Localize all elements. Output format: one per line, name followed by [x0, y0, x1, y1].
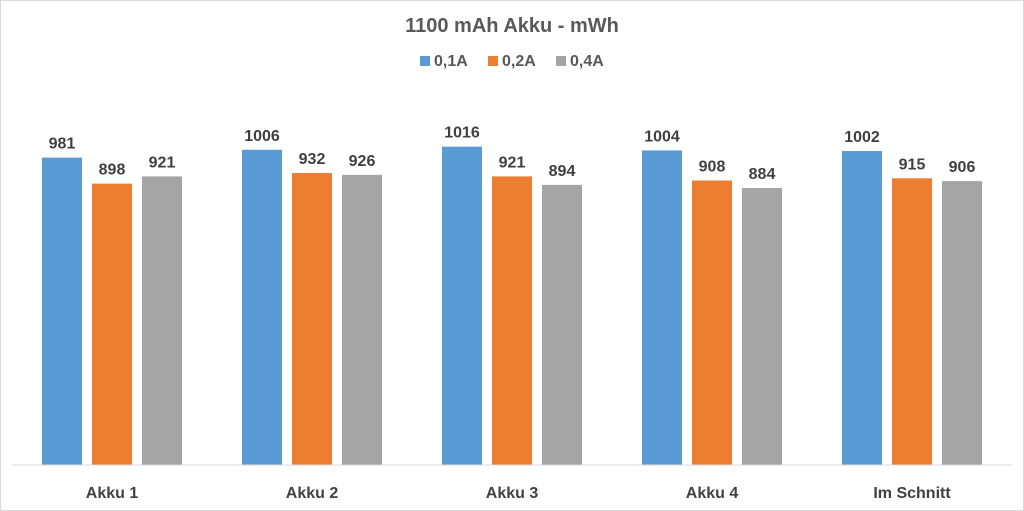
- legend-swatch: [488, 56, 498, 66]
- data-label: 898: [99, 162, 126, 179]
- data-label: 921: [499, 154, 526, 171]
- bar: [92, 183, 132, 466]
- legend-label: 0,4A: [570, 53, 604, 70]
- bars: 981 898 921 1006 932 926 1016 921 894 1004 908 884 1…: [42, 125, 982, 466]
- data-label: 926: [349, 153, 376, 170]
- x-tick-label: Akku 2: [286, 485, 339, 502]
- x-tick-label: Im Schnitt: [873, 485, 951, 502]
- data-label: 1006: [244, 128, 280, 145]
- bar: [42, 157, 82, 465]
- bar: [742, 188, 782, 465]
- data-label: 1002: [844, 129, 880, 146]
- bar: [642, 150, 682, 465]
- bar: [142, 176, 182, 466]
- bar: [492, 176, 532, 466]
- data-label: 1016: [444, 125, 480, 142]
- bar: [292, 172, 332, 465]
- data-label: 932: [299, 151, 326, 168]
- bar: [692, 180, 732, 465]
- legend-label: 0,2A: [502, 53, 536, 70]
- bar: [542, 184, 582, 465]
- bar: [892, 178, 932, 466]
- data-label: 915: [899, 156, 926, 173]
- data-label: 884: [749, 166, 776, 183]
- bar: [242, 149, 282, 465]
- legend-label: 0,1A: [434, 53, 468, 70]
- x-tick-label: Akku 3: [486, 485, 539, 502]
- bar: [942, 181, 982, 465]
- x-tick-label: Akku 1: [86, 485, 139, 502]
- legend-swatch: [556, 56, 566, 66]
- chart-title: 1100 mAh Akku - mWh: [405, 15, 619, 37]
- data-label: 1004: [644, 128, 680, 145]
- data-label: 908: [699, 158, 726, 175]
- bar: [442, 146, 482, 466]
- x-tick-label: Akku 4: [686, 485, 739, 502]
- data-label: 906: [949, 159, 976, 176]
- x-tick-labels: Akku 1 Akku 2 Akku 3 Akku 4 Im Schnitt: [86, 485, 952, 502]
- data-label: 981: [49, 136, 76, 153]
- legend: 0,1A 0,2A 0,4A: [420, 53, 604, 70]
- bar: [342, 174, 382, 465]
- legend-swatch: [420, 56, 430, 66]
- data-label: 894: [549, 163, 576, 180]
- bar: [842, 151, 882, 466]
- data-label: 921: [149, 154, 176, 171]
